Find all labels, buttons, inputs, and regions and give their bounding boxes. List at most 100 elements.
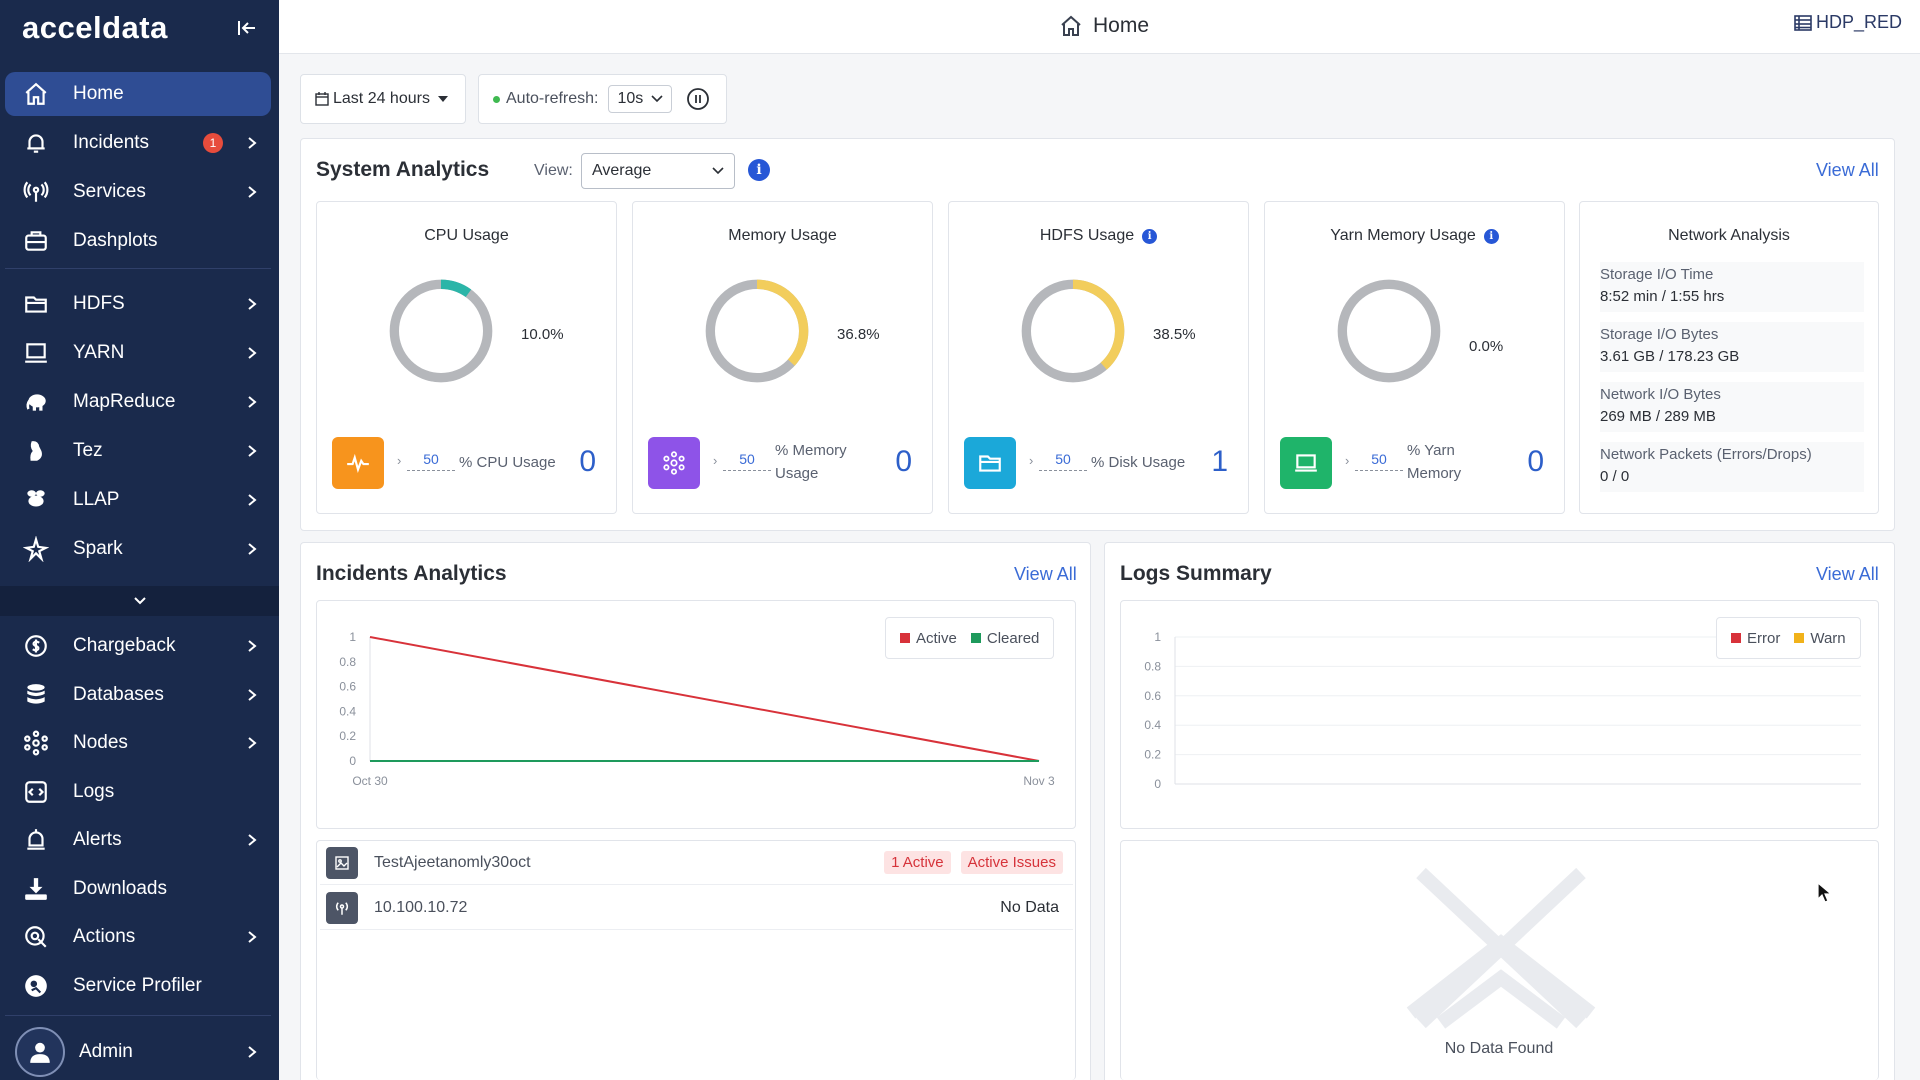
series-line-active[interactable] [369,636,1040,762]
network-stat: Network Packets (Errors/Drops) 0 / 0 [1600,442,1864,492]
threshold-breach-count[interactable]: 0 [895,445,912,478]
chevron-down-icon [712,167,724,175]
threshold-value[interactable]: 50 [1039,451,1087,471]
dollar-icon [23,633,49,659]
sidebar-item-label: Spark [73,538,123,559]
sidebar-item-nodes[interactable]: Nodes [5,721,271,765]
sidebar-item-incidents[interactable]: Incidents 1 [5,121,271,165]
refresh-interval-value: 10s [617,90,644,107]
logs-view-all-link[interactable]: View All [1816,564,1879,584]
info-icon[interactable]: i [748,159,770,181]
incidents-view-all-link[interactable]: View All [1014,564,1077,584]
y-tick-label: 0 [1154,777,1161,791]
user-icon [15,1027,65,1077]
usage-donut [1021,279,1125,383]
chevron-right-icon: › [713,453,718,468]
sidebar-item-tez[interactable]: Tez [5,429,271,473]
info-icon[interactable]: i [1483,228,1499,244]
metric-title-text: HDFS Usage [1039,227,1135,244]
memory-usage-card[interactable]: Memory Usage 36.8% › 50% Memory Usage 0 [632,201,933,514]
legend-item-active[interactable]: Active [900,630,957,647]
donut-value-arc [705,279,809,383]
sidebar-item-databases[interactable]: Databases [5,673,271,717]
sidebar-item-spark[interactable]: Spark [5,527,271,571]
sidebar-item-chargeback[interactable]: Chargeback [5,624,271,668]
sidebar-item-alerts[interactable]: Alerts [5,818,271,862]
chevron-right-icon [248,1046,257,1058]
logs-legend: Error Warn [1716,617,1861,659]
threshold-value[interactable]: 50 [407,451,455,471]
donut-track [389,279,493,383]
sidebar-item-dashplots[interactable]: Dashplots [5,219,271,263]
collapse-sidebar-icon[interactable] [235,16,259,40]
cpu-usage-card[interactable]: CPU Usage 10.0% › 50% CPU Usage 0 [316,201,617,514]
usage-donut [705,279,809,383]
sidebar-item-actions[interactable]: Actions [5,915,271,959]
legend-item-error[interactable]: Error [1731,630,1780,647]
legend-item-warn[interactable]: Warn [1794,630,1846,647]
threshold-label: % Memory Usage [775,439,847,485]
sidebar-item-service-profiler[interactable]: Service Profiler [5,964,271,1008]
sidebar-item-llap[interactable]: LLAP [5,478,271,522]
legend-item-cleared[interactable]: Cleared [970,630,1039,647]
sidebar-item-downloads[interactable]: Downloads [5,867,271,911]
threshold-value[interactable]: 50 [1355,451,1403,471]
threshold-breach-count[interactable]: 0 [1527,445,1544,478]
chevron-right-icon [248,445,257,457]
incident-row[interactable]: 10.100.10.72 No Data [320,886,1073,930]
sidebar-item-admin[interactable]: Admin [5,1027,271,1077]
logs-empty-state [1120,840,1879,1080]
network-stat-value: 8:52 min / 1:55 hrs [1600,288,1725,305]
top-header: Home HDP_RED [279,0,1920,54]
view-select[interactable]: Average [581,153,735,189]
actions-icon [23,924,49,950]
legend-swatch [1731,633,1741,643]
refresh-interval-select[interactable]: 10s [608,85,673,113]
tez-icon [23,438,49,464]
alert-bell-icon [23,827,49,853]
view-label: View: [534,162,573,179]
info-icon[interactable]: i [1142,228,1158,244]
metric-title: Memory Usage [633,227,932,245]
sidebar-item-home[interactable]: Home [5,72,271,116]
legend-label: Error [1747,629,1781,647]
sidebar-item-yarn[interactable]: YARN [5,331,271,375]
pause-icon[interactable] [686,87,710,111]
sidebar-item-label: Downloads [73,878,167,899]
incidents-analytics-title: Incidents Analytics [316,562,507,585]
sidebar-item-hdfs[interactable]: HDFS [5,282,271,326]
threshold-breach-count[interactable]: 1 [1211,445,1228,478]
laptop-icon [1280,437,1332,489]
system-analytics-view-all-link[interactable]: View All [1816,160,1879,180]
sidebar-item-mapreduce[interactable]: MapReduce [5,380,271,424]
metric-title-text: CPU Usage [424,227,509,244]
incident-row[interactable]: TestAjeetanomly30oct 1 Active Active Iss… [320,841,1073,885]
sidebar-item-label: HDFS [73,293,125,314]
threshold-value[interactable]: 50 [723,451,771,471]
chevron-right-icon: › [1029,453,1034,468]
hdfs-usage-card[interactable]: HDFS Usage i 38.5% › 50% Disk Usage 1 [948,201,1249,514]
cluster-name: HDP_RED [1815,12,1902,32]
metric-title-text: Yarn Memory Usage [1330,227,1476,244]
incident-status: No Data [1000,898,1059,916]
threshold-label-line: Memory [1407,465,1462,482]
legend-swatch [900,633,910,643]
sidebar-divider [5,1015,271,1016]
time-range-picker[interactable]: Last 24 hours [300,74,466,124]
sidebar-scroll-toggle[interactable] [0,586,279,616]
logs-chart: 1 0.8 0.6 0.4 0.2 0 [1144,630,1861,791]
cluster-selector[interactable]: HDP_RED [1794,12,1902,33]
network-stat-value: 269 MB / 289 MB [1600,408,1716,425]
image-icon [326,846,358,879]
yarn-memory-usage-card[interactable]: Yarn Memory Usage i 0.0% › 50% Yarn Memory 0 [1264,201,1565,514]
antenna-icon [23,179,49,205]
sidebar: acceldata Home Incidents 1 Services Dash… [0,0,279,1080]
no-data-illustration [1406,867,1596,1029]
sidebar-item-label: Services [73,181,146,202]
y-tick-label: 0.6 [339,680,356,694]
sidebar-item-services[interactable]: Services [5,170,271,214]
sidebar-item-label: Chargeback [73,635,176,656]
y-tick-label: 0.8 [339,655,356,669]
sidebar-item-logs[interactable]: Logs [5,770,271,814]
threshold-breach-count[interactable]: 0 [579,445,596,478]
